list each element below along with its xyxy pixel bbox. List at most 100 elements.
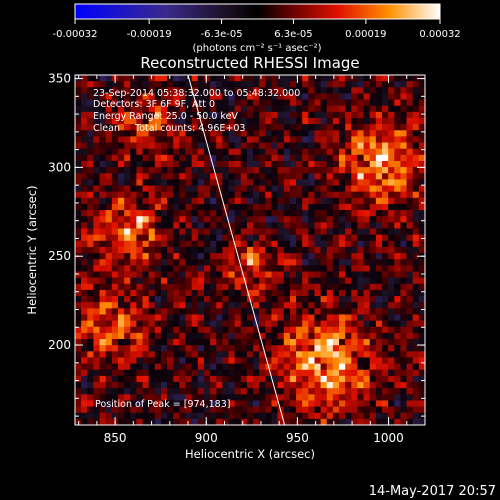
heatmap-cell <box>388 160 395 168</box>
heatmap-cell <box>111 369 119 377</box>
heatmap-cell <box>136 345 143 352</box>
heatmap-cell <box>345 228 352 236</box>
heatmap-cell <box>412 93 420 100</box>
heatmap-cell <box>345 296 352 303</box>
heatmap-cell <box>87 154 94 162</box>
heatmap-cell <box>369 160 377 168</box>
heatmap-cell <box>130 382 137 389</box>
heatmap-cell <box>179 87 186 94</box>
heatmap-cell <box>210 246 217 254</box>
heatmap-cell <box>142 302 150 309</box>
heatmap-cell <box>271 253 279 260</box>
heatmap-cell <box>332 99 340 107</box>
heatmap-cell <box>111 339 119 346</box>
heatmap-cell <box>314 277 322 285</box>
heatmap-cell <box>160 289 168 297</box>
heatmap-cell <box>111 228 119 236</box>
heatmap-cell <box>265 136 272 143</box>
heatmap-cell <box>369 222 377 229</box>
heatmap-cell <box>308 148 315 156</box>
heatmap-cell <box>339 234 346 242</box>
heatmap-cell <box>228 296 236 303</box>
heatmap-cell <box>259 240 266 248</box>
heatmap-cell <box>93 179 100 186</box>
heatmap-cell <box>185 179 193 186</box>
heatmap-cell <box>418 142 425 150</box>
heatmap-cell <box>234 124 242 131</box>
heatmap-cell <box>160 210 168 217</box>
heatmap-cell <box>160 234 168 242</box>
heatmap-cell <box>265 203 272 211</box>
heatmap-cell <box>418 203 425 211</box>
heatmap-cell <box>136 283 143 291</box>
heatmap-cell <box>388 148 395 156</box>
heatmap-cell <box>136 111 143 119</box>
heatmap-cell <box>412 277 420 285</box>
heatmap-cell <box>75 320 82 328</box>
heatmap-cell <box>87 296 94 303</box>
heatmap-cell <box>87 363 94 371</box>
heatmap-cell <box>357 222 364 229</box>
heatmap-cell <box>117 283 125 291</box>
heatmap-cell <box>412 388 420 395</box>
heatmap-cell <box>412 160 420 168</box>
heatmap-cell <box>234 382 242 389</box>
heatmap-cell <box>326 283 334 291</box>
heatmap-cell <box>296 289 303 297</box>
heatmap-cell <box>357 130 364 137</box>
heatmap-cell <box>265 234 272 242</box>
heatmap-cell <box>210 406 217 414</box>
heatmap-cell <box>148 277 156 285</box>
heatmap-cell <box>302 308 309 315</box>
heatmap-cell <box>142 99 150 107</box>
heatmap-cell <box>302 179 309 186</box>
heatmap-cell <box>210 253 217 260</box>
heatmap-cell <box>382 308 389 315</box>
heatmap-cell <box>400 283 407 291</box>
heatmap-cell <box>296 124 303 131</box>
heatmap-cell <box>332 382 340 389</box>
heatmap-cell <box>277 400 285 407</box>
heatmap-cell <box>302 283 309 291</box>
heatmap-cell <box>222 93 229 100</box>
heatmap-cell <box>160 81 168 88</box>
heatmap-cell <box>265 111 272 119</box>
heatmap-cell <box>357 369 364 377</box>
colorbar-tick-label: -0.00019 <box>127 29 172 40</box>
heatmap-cell <box>234 167 242 174</box>
heatmap-cell <box>234 302 242 309</box>
heatmap-cell <box>418 105 425 113</box>
heatmap-cell <box>382 191 389 199</box>
heatmap-cell <box>136 314 143 322</box>
heatmap-cell <box>142 234 150 242</box>
heatmap-cell <box>418 289 425 297</box>
heatmap-cell <box>216 406 223 414</box>
heatmap-cell <box>228 142 236 150</box>
heatmap-cell <box>326 240 334 248</box>
heatmap-cell <box>418 277 425 285</box>
heatmap-cell <box>382 210 389 217</box>
solar-limb-line <box>187 75 286 425</box>
heatmap-cell <box>326 93 334 100</box>
heatmap-cell <box>136 197 143 205</box>
heatmap-cell <box>271 142 279 150</box>
heatmap-cell <box>228 136 236 143</box>
heatmap-cell <box>117 160 125 168</box>
heatmap-cell <box>160 99 168 107</box>
heatmap-cell <box>105 234 113 242</box>
heatmap-cell <box>320 99 328 107</box>
heatmap-cell <box>99 191 107 199</box>
heatmap-cell <box>369 339 377 346</box>
heatmap-cell <box>296 210 303 217</box>
heatmap-cell <box>339 400 346 407</box>
heatmap-cell <box>191 332 199 340</box>
heatmap-cell <box>210 418 217 425</box>
heatmap-cell <box>320 228 328 236</box>
heatmap-cell <box>246 234 254 242</box>
heatmap-cell <box>400 406 407 414</box>
heatmap-cell <box>351 234 358 242</box>
colorbar-tick-label: 0.00032 <box>419 29 460 40</box>
heatmap-cell <box>160 222 168 229</box>
heatmap-cell <box>154 191 162 199</box>
heatmap-cell <box>259 265 266 272</box>
